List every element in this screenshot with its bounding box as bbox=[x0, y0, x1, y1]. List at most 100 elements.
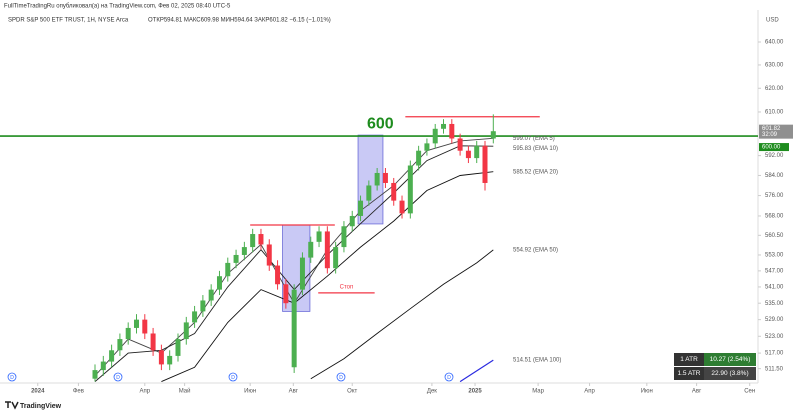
event-marker-label: D bbox=[10, 375, 14, 381]
atr-name: 1.5 ATR bbox=[677, 370, 700, 377]
candle-body bbox=[283, 284, 289, 304]
instrument: SPDR S&P 500 ETF TRUST, 1H, NYSE Arca bbox=[8, 18, 129, 24]
y-tick-label: 620.00 bbox=[765, 86, 784, 92]
candle-body bbox=[175, 339, 181, 356]
x-tick-label: Мар bbox=[532, 389, 544, 395]
candle-body bbox=[316, 231, 322, 242]
y-tick-label: 547.00 bbox=[765, 268, 784, 274]
candle-body bbox=[424, 143, 430, 151]
candle-body bbox=[158, 350, 164, 365]
candle-body bbox=[133, 319, 139, 328]
y-tick-label: 529.00 bbox=[765, 317, 784, 323]
y-tick-label: 584.00 bbox=[765, 173, 784, 179]
ema-line bbox=[161, 171, 494, 383]
x-tick-label: 2024 bbox=[31, 389, 45, 395]
candle-body bbox=[366, 185, 372, 201]
candle-body bbox=[299, 257, 305, 290]
event-marker-label: D bbox=[447, 375, 451, 381]
ema-line bbox=[459, 359, 494, 383]
event-marker bbox=[228, 372, 238, 382]
red-level-label: Стоп bbox=[340, 284, 354, 290]
atr-name: 1 ATR bbox=[680, 356, 698, 363]
y-tick-label: 523.00 bbox=[765, 334, 784, 340]
event-marker bbox=[7, 372, 17, 382]
candle-body bbox=[183, 322, 189, 340]
x-tick-label: Фев bbox=[73, 389, 84, 395]
ema-label: 595.83 (EMA 10) bbox=[513, 146, 558, 152]
candle-body bbox=[474, 145, 480, 159]
candle-body bbox=[457, 138, 463, 151]
candle-body bbox=[100, 361, 106, 371]
x-tick-label: Апр bbox=[584, 389, 595, 395]
candle-body bbox=[441, 123, 447, 129]
candle-body bbox=[241, 247, 247, 255]
x-tick-label: Авг bbox=[289, 389, 299, 395]
candle-body bbox=[358, 200, 364, 216]
y-tick-label: 541.00 bbox=[765, 285, 784, 291]
y-tick-label: 553.00 bbox=[765, 253, 784, 259]
y-tick-label: 630.00 bbox=[765, 63, 784, 69]
candle-body bbox=[125, 327, 131, 340]
candle-body bbox=[250, 234, 256, 248]
event-marker-label: D bbox=[116, 375, 120, 381]
event-marker bbox=[444, 372, 454, 382]
x-tick-label: Май bbox=[179, 388, 191, 395]
candle-body bbox=[225, 262, 231, 277]
x-tick-label: Авг bbox=[692, 389, 702, 395]
x-tick-label: Сен bbox=[744, 389, 755, 395]
candle-body bbox=[208, 289, 214, 301]
candle-body bbox=[92, 370, 98, 379]
y-tick-label: 610.00 bbox=[765, 110, 784, 116]
candle-body bbox=[374, 172, 380, 186]
candle-body bbox=[142, 319, 148, 334]
y-tick-label: 511.50 bbox=[765, 366, 784, 372]
candle-body bbox=[482, 145, 488, 183]
y-tick-label: 576.00 bbox=[765, 193, 784, 199]
candle-body bbox=[416, 150, 422, 166]
level-axis-label: 600.00 bbox=[762, 145, 781, 151]
atr-value: 22.90 (3.8%) bbox=[711, 370, 748, 377]
candle-body bbox=[167, 355, 173, 365]
publisher: FullTimeTradingRu опубликовал(а) на Trad… bbox=[4, 4, 231, 10]
level-axis-box bbox=[759, 143, 789, 152]
y-tick-label: 592.00 bbox=[765, 153, 784, 159]
atr-value-box bbox=[704, 353, 756, 366]
candle-body bbox=[399, 200, 405, 214]
x-tick-label: Июн bbox=[244, 389, 256, 395]
candle-body bbox=[216, 276, 222, 290]
atr-value: 10.27 (2.54%) bbox=[710, 356, 751, 363]
ema-line bbox=[310, 249, 494, 380]
last-price-box bbox=[759, 124, 793, 139]
candle-body bbox=[117, 339, 123, 351]
last-price: 601.82 bbox=[762, 126, 781, 132]
candle-body bbox=[449, 123, 455, 139]
candle-body bbox=[465, 150, 471, 159]
x-tick-label: Июн bbox=[641, 389, 653, 395]
logo: TradingView bbox=[20, 403, 62, 410]
y-tick-label: 640.00 bbox=[765, 40, 784, 46]
candle-body bbox=[233, 254, 239, 263]
level-label: 600 bbox=[367, 115, 394, 132]
candle-body bbox=[192, 311, 198, 323]
candle-body bbox=[349, 215, 355, 227]
y-tick-label: 517.00 bbox=[765, 351, 784, 357]
logo-icon bbox=[5, 401, 19, 410]
last-price-timer: 32:09 bbox=[762, 132, 778, 138]
x-tick-label: Апр bbox=[139, 389, 150, 395]
candle-body bbox=[308, 241, 314, 258]
candle-body bbox=[407, 165, 413, 214]
event-marker bbox=[113, 372, 123, 382]
candle-body bbox=[382, 172, 388, 183]
event-marker-label: D bbox=[339, 375, 343, 381]
ohlc: ОТКР594.81 МАКС609.98 МИН594.64 ЗАКР601.… bbox=[148, 18, 331, 24]
candle-body bbox=[291, 289, 297, 368]
atr-value-box bbox=[704, 367, 756, 380]
x-tick-label: Окт bbox=[347, 389, 357, 395]
candle-body bbox=[341, 226, 347, 248]
candle-body bbox=[275, 265, 281, 285]
event-marker-label: D bbox=[231, 375, 235, 381]
candle-body bbox=[333, 247, 339, 269]
ema-label: 599.07 (EMA 5) bbox=[513, 136, 555, 142]
candle-body bbox=[266, 244, 272, 266]
